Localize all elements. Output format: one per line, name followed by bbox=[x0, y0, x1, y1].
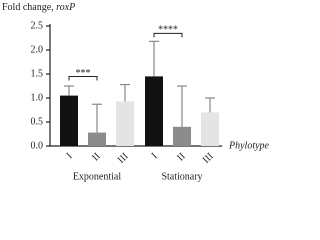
x-axis-label: Phylotype bbox=[228, 140, 270, 151]
error-bar bbox=[120, 83, 130, 102]
error-bar bbox=[64, 85, 74, 96]
error-bar bbox=[92, 103, 102, 133]
bar bbox=[145, 76, 163, 146]
bar bbox=[60, 95, 78, 146]
significance-label: *** bbox=[76, 68, 91, 79]
x-tick-label: III bbox=[116, 151, 131, 166]
y-axis-label: Fold change, roxP bbox=[2, 2, 75, 13]
x-tick-label: II bbox=[175, 151, 187, 163]
bar bbox=[116, 101, 134, 146]
bar bbox=[88, 132, 106, 146]
y-tick-label: 0.0 bbox=[31, 140, 44, 151]
x-tick-label: I bbox=[150, 151, 160, 161]
y-label-italic: roxP bbox=[56, 2, 75, 13]
significance-label: **** bbox=[158, 25, 178, 36]
bar bbox=[201, 112, 219, 146]
significance-bracket bbox=[153, 32, 183, 38]
significance-bracket bbox=[68, 76, 98, 81]
y-label-text: Fold change, bbox=[2, 2, 54, 13]
x-tick-label: III bbox=[201, 151, 216, 166]
x-tick-label: II bbox=[90, 151, 102, 163]
error-bar bbox=[149, 40, 159, 77]
bar bbox=[173, 126, 191, 146]
y-tick-label: 2.5 bbox=[31, 20, 44, 31]
error-bar bbox=[177, 85, 187, 127]
y-tick-label: 0.5 bbox=[31, 116, 44, 127]
group-label: Exponential bbox=[73, 171, 122, 182]
y-tick-label: 1.0 bbox=[31, 92, 44, 103]
x-tick-label: I bbox=[65, 151, 75, 161]
y-tick-label: 2.0 bbox=[31, 44, 44, 55]
error-bar bbox=[205, 97, 215, 113]
chart: Fold change, roxP Phylotype 0.0 0.5 1.0 1.5… bbox=[2, 2, 270, 182]
group-label: Stationary bbox=[161, 171, 202, 182]
y-tick-label: 1.5 bbox=[31, 68, 44, 79]
